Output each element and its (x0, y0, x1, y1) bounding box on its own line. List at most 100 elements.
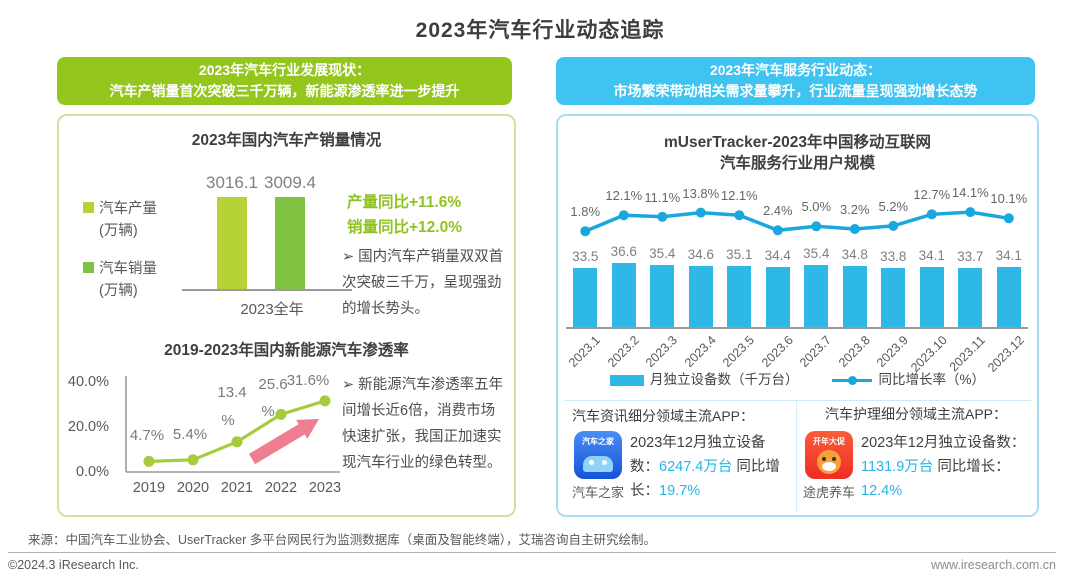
monthly-devices-bar (765, 266, 790, 327)
trend-arrow-shaft (248, 423, 307, 465)
growth-prefix: 同比增长： (937, 459, 1010, 475)
source-note: 来源：中国汽车工业协会、UserTracker 多平台网民行为监测数据库（桌面及… (28, 533, 657, 547)
growth-value: 12.4% (861, 483, 903, 499)
point-value-label: 13.4 (217, 384, 246, 401)
growth-value: 19.7% (659, 483, 701, 499)
data-point (187, 454, 199, 466)
right-section-banner: 2023年汽车服务行业动态： 市场繁荣带动相关需求量攀升，行业流量呈现强劲增长态… (556, 57, 1035, 105)
growth-prefix: 同比增长： (630, 459, 780, 499)
bar-value-label: 33.7 (957, 249, 984, 264)
left-banner-line1: 2023年汽车行业发展现状： (198, 62, 371, 78)
app-highlights: 汽车资讯细分领域主流APP： 汽车之家 汽车之家 2023年12月独立设备数：6… (564, 400, 1031, 513)
x-tick-label: 2023 (308, 480, 342, 496)
point-value-label: % (221, 412, 234, 429)
growth-pct-label: 3.2% (839, 202, 870, 217)
monthly-devices-bar (650, 265, 675, 327)
sales-growth-text: 销量同比+12.0% (347, 219, 463, 236)
auto-news-stats: 2023年12月独立设备数：6247.4万台 同比增长：19.7% (630, 431, 790, 503)
auto-care-section-title: 汽车护理细分领域主流APP： (824, 406, 1007, 422)
growth-line-layer (580, 207, 1014, 237)
data-point (695, 207, 706, 218)
autohome-icon-block: 汽车之家 汽车之家 (570, 431, 626, 501)
car-glyph (583, 456, 613, 472)
growth-pct-label: 5.2% (878, 198, 909, 214)
bar-value-label: 33.8 (880, 248, 907, 264)
data-point (275, 408, 287, 420)
right-card: mUserTracker-2023年中国移动互联网 汽车服务行业用户规模 33.… (556, 114, 1039, 517)
data-point (772, 225, 783, 236)
auto-news-section-title: 汽车资讯细分领域主流APP： (572, 408, 755, 424)
monthly-devices-bar (611, 263, 636, 327)
monthly-devices-bar (804, 265, 829, 327)
autohome-caption: 汽车之家 (571, 485, 624, 500)
ytick-0: 0.0% (75, 464, 109, 480)
growth-pct-label: 2.4% (762, 203, 793, 219)
yoy-growth-line (584, 210, 1010, 233)
production-chart-legend: 汽车产量 (万辆) 汽车销量 (万辆) (83, 198, 157, 318)
production-legend-unit: (万辆) (99, 223, 138, 239)
point-value-label: % (261, 403, 274, 420)
devices-prefix: 2023年12月独立设备数： (630, 435, 766, 475)
tuhu-app-icon: 开年大促 (805, 431, 853, 479)
left-section-banner: 2023年汽车行业发展现状： 汽车产销量首次突破三千万辆，新能源渗透率进一步提升 (57, 57, 512, 105)
user-scale-title-line1: mUserTracker-2023年中国移动互联网 (663, 134, 932, 151)
production-bar (217, 197, 247, 289)
point-value-label: 31.6% (287, 372, 330, 389)
growth-pct-label: 11.1% (644, 189, 681, 205)
data-point (657, 211, 668, 222)
point-value-label: 25.6 (258, 376, 287, 393)
production-sales-bar-chart: 2023全年 3016.1 3009.4 (182, 173, 352, 324)
combo-x-axis-line (566, 327, 1028, 329)
data-point (319, 395, 331, 407)
left-card: 2023年国内汽车产销量情况 汽车产量 (万辆) 汽车销量 (万辆) 2023全… (57, 114, 516, 517)
data-point (1003, 213, 1014, 224)
auto-news-app-section: 汽车资讯细分领域主流APP： 汽车之家 汽车之家 2023年12月独立设备数：6… (564, 401, 792, 513)
data-point (580, 226, 591, 237)
penetration-chart-title: 2019-2023年国内新能源汽车渗透率 (164, 342, 409, 359)
point-value-label: 4.7% (130, 427, 164, 444)
growth-legend-swatch (832, 375, 873, 386)
bar-value-label: 34.1 (995, 248, 1022, 264)
devices-legend-label: 月独立设备数（千万台） (649, 372, 799, 387)
growth-pct-label: 12.1% (605, 188, 643, 204)
production-growth-text: 产量同比+11.6% (347, 194, 462, 211)
bar-value-label: 33.5 (572, 249, 599, 265)
x-tick-label: 2020 (176, 480, 210, 496)
copyright: ©2024.3 iResearch Inc. (8, 558, 139, 572)
legend-item-production: 汽车产量 (万辆) (83, 198, 157, 242)
trend-arrow-head (296, 419, 319, 439)
autohome-app-icon: 汽车之家 (574, 431, 622, 479)
monthly-devices-bar (958, 268, 983, 327)
data-point (734, 210, 745, 221)
bar-value-label: 35.1 (726, 246, 753, 262)
monthly-devices-bar (842, 266, 867, 327)
sales-legend-unit: (万辆) (99, 283, 138, 299)
sales-legend-swatch (83, 262, 94, 273)
tuhu-caption: 途虎养车 (802, 485, 855, 500)
bullet-production-sales: ➢ 国内汽车产销量双双首次突破三千万，呈现强劲的增长势头。 (342, 249, 504, 317)
user-scale-combo-chart: 33.5 36.6 35.4 34.6 35.1 34.4 35.4 34.8 33.8 34.1… (566, 176, 1028, 375)
data-point (888, 220, 899, 231)
growth-pct-label: 1.8% (570, 204, 601, 220)
user-scale-title-line2: 汽车服务行业用户规模 (719, 155, 875, 172)
bar-value-label: 34.4 (764, 247, 791, 263)
growth-pct-label: 14.1% (951, 185, 989, 201)
tuhu-icon-text: 开年大促 (813, 437, 845, 446)
devices-legend-swatch (609, 374, 644, 386)
x-axis-line (182, 289, 352, 291)
data-point (231, 436, 243, 448)
bar-value-label: 34.6 (687, 247, 714, 263)
growth-pct-label: 13.8% (682, 185, 720, 201)
data-point (811, 221, 822, 232)
website-link[interactable]: www.iresearch.com.cn (930, 558, 1056, 572)
bar-value-label: 36.6 (610, 244, 637, 259)
bar-value-label: 3009.4 (264, 173, 316, 193)
monthly-devices-bar (688, 266, 713, 327)
data-point (143, 455, 155, 467)
monthly-devices-bar (919, 267, 944, 327)
bar-value-label: 3016.1 (206, 173, 258, 192)
point-value-label: 5.4% (173, 426, 207, 443)
x-axis-label: 2023全年 (240, 301, 304, 318)
data-point (849, 224, 860, 234)
